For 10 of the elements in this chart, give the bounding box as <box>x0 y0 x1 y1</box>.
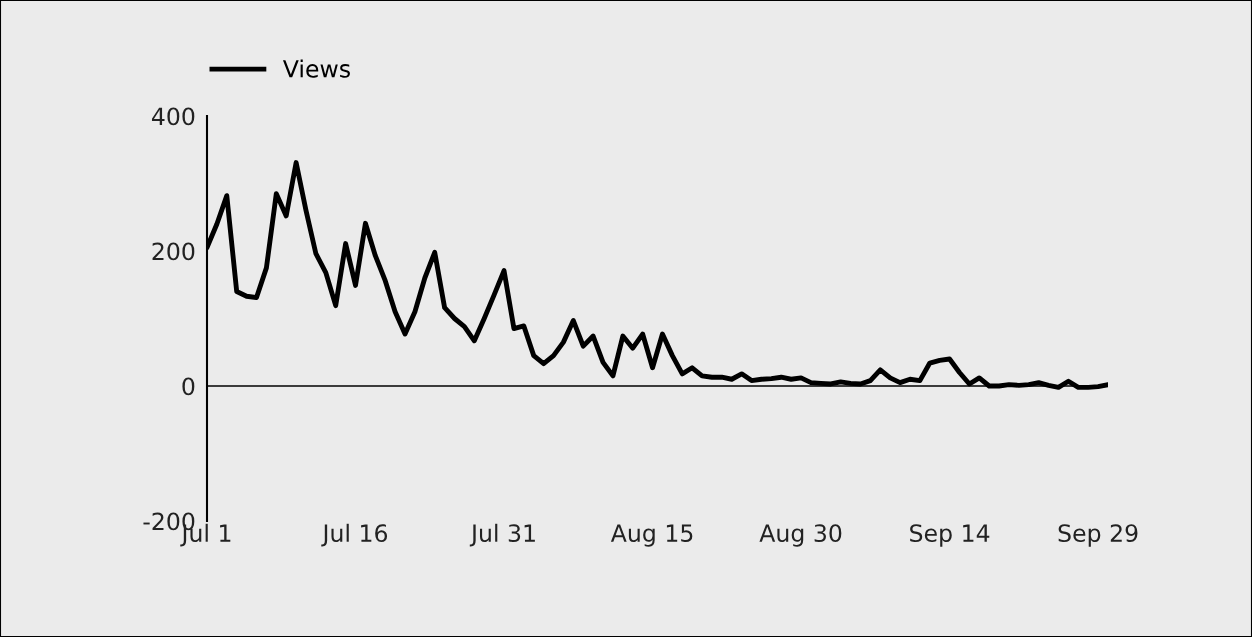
x-tick-label: Jul 16 <box>321 523 388 547</box>
x-tick-label: Aug 15 <box>610 524 693 547</box>
y-tick-label: 200 <box>152 242 195 261</box>
x-tick-label: Sep 14 <box>910 524 990 547</box>
x-tick-label: Sep 29 <box>1058 524 1138 547</box>
y-tick-label: 400 <box>151 107 195 126</box>
legend-label: Views <box>282 59 350 78</box>
x-tick-label: Jul 31 <box>469 523 535 547</box>
x-tick-label: Aug 30 <box>759 524 842 547</box>
y-tick-label: 0 <box>182 377 195 396</box>
